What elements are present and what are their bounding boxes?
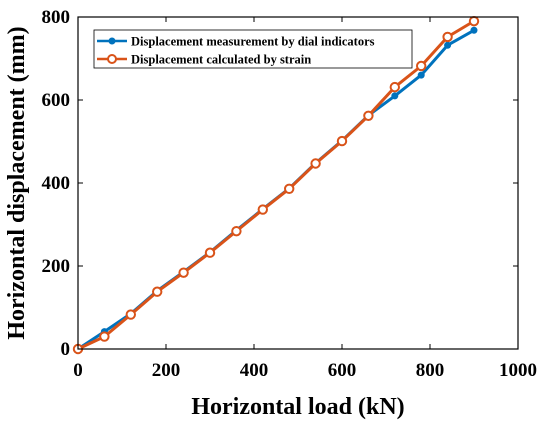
- data-point-dial: [417, 71, 425, 79]
- y-axis-title: Horizontal displacement (mm): [4, 26, 30, 339]
- data-point-strain: [416, 60, 427, 72]
- series-line-dial: [77, 28, 475, 351]
- data-point-strain: [125, 309, 137, 320]
- data-point-strain: [152, 286, 163, 297]
- data-point-strain: [204, 247, 216, 258]
- y-tick-label: 0: [61, 339, 71, 360]
- legend-box: [93, 29, 413, 69]
- y-tick-label: 200: [42, 256, 71, 277]
- legend: Displacement measurement by dial indicat…: [93, 29, 413, 69]
- data-point-strain: [336, 135, 348, 147]
- data-point-strain: [363, 110, 374, 121]
- x-axis-title: Horizontal load (kN): [191, 394, 404, 420]
- data-point-strain: [257, 204, 268, 215]
- data-point-strain: [99, 331, 110, 342]
- y-tick-label: 600: [42, 90, 71, 111]
- data-point-strain: [389, 81, 400, 93]
- data-point-strain: [468, 15, 480, 27]
- y-tick-label: 400: [42, 173, 71, 194]
- x-tick-label: 400: [240, 360, 269, 381]
- ticks-layer: 0 200 400 600 800 1000 0 200 400 600 800: [42, 7, 538, 381]
- x-tick-label: 600: [328, 360, 357, 381]
- legend-label-strain: Displacement calculated by strain: [131, 53, 311, 67]
- series-layer: [72, 15, 480, 355]
- x-tick-label: 800: [416, 360, 445, 381]
- series-line-strain: [77, 19, 475, 351]
- data-point-dial: [470, 26, 478, 34]
- legend-marker-strain: [107, 54, 117, 64]
- legend-label-dial: Displacement measurement by dial indicat…: [131, 35, 375, 49]
- legend-marker-dial: [108, 37, 116, 45]
- y-tick-label: 800: [42, 7, 71, 28]
- data-point-strain: [284, 183, 295, 195]
- data-point-dial: [444, 41, 452, 49]
- data-point-strain: [231, 225, 242, 237]
- data-point-dial: [391, 92, 399, 100]
- data-point-strain: [310, 158, 321, 169]
- data-point-strain: [178, 267, 189, 278]
- x-tick-label: 200: [152, 360, 181, 381]
- x-tick-label: 1000: [499, 360, 537, 381]
- x-tick-label: 0: [73, 360, 83, 381]
- data-point-strain: [442, 31, 453, 43]
